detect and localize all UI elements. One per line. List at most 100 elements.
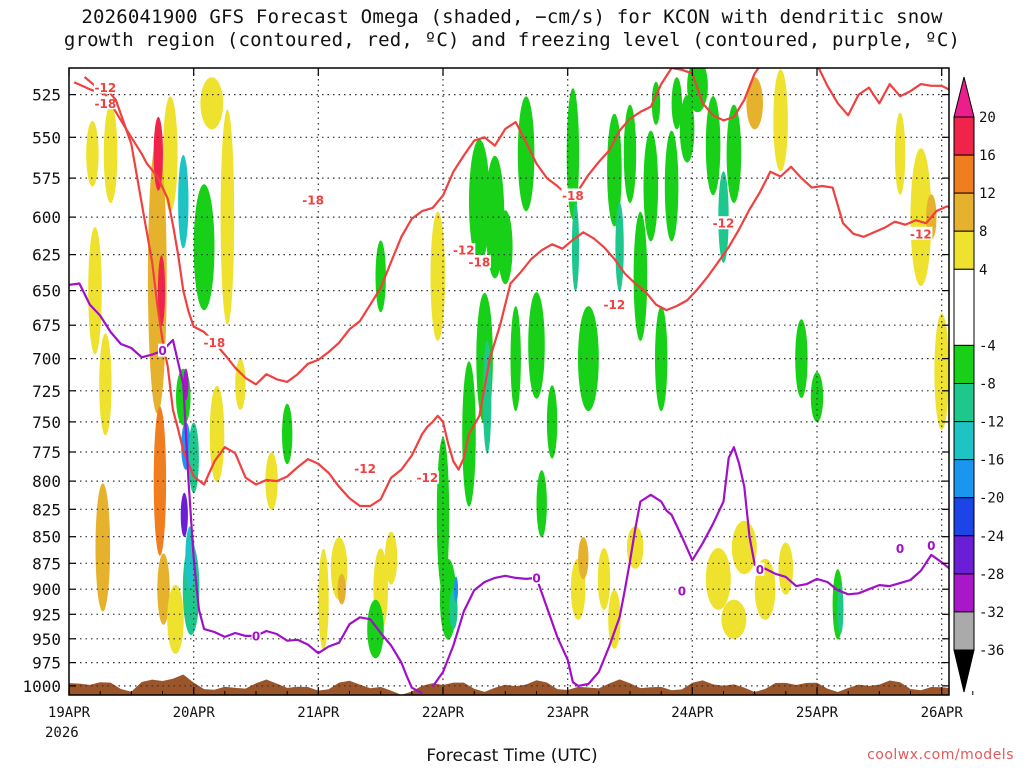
- omega-shading-layer: [86, 68, 1018, 659]
- contour-label-bg: [561, 188, 585, 202]
- colorbar-band: [953, 573, 975, 613]
- colorbar-tick-label: 16: [979, 148, 996, 164]
- omega-shade-region: [615, 202, 624, 292]
- omega-shade-region: [705, 96, 721, 196]
- colorbar-band: [953, 611, 975, 651]
- omega-shade-region: [209, 385, 225, 483]
- omega-shade-region: [188, 422, 199, 494]
- contour-label-bg: [532, 570, 541, 584]
- colorbar-tick-label: -4: [979, 338, 996, 354]
- omega-shade-region: [623, 104, 637, 203]
- omega-shade-region: [810, 372, 824, 423]
- omega-shade-region: [536, 470, 547, 538]
- plot-border: [68, 67, 950, 696]
- y-tick-label: 725: [32, 382, 61, 401]
- omega-shade-region: [235, 358, 246, 410]
- omega-shade-region: [664, 130, 679, 242]
- contour-label-bg: [251, 628, 261, 642]
- ground-terrain: [69, 674, 949, 695]
- colorbar-tick-label: 4: [979, 262, 987, 278]
- contour-label: -12: [417, 471, 439, 485]
- omega-shade-region: [103, 104, 118, 203]
- contour-label: -18: [302, 194, 324, 208]
- contour-label: -12: [713, 217, 735, 231]
- plot-frame: [68, 67, 950, 696]
- contour-line: [83, 76, 949, 508]
- contour-label: -12: [604, 298, 626, 312]
- x-tick-label: 19APR: [48, 705, 91, 721]
- y-tick-label: 750: [32, 413, 61, 432]
- omega-shade-region: [679, 95, 695, 163]
- title-line-1: 2026041900 GFS Forecast Omega (shaded, −…: [81, 6, 943, 28]
- omega-shade-region: [95, 483, 111, 612]
- colorbar-tick-label: -32: [979, 605, 1004, 621]
- y-tick-label: 800: [32, 472, 61, 491]
- contour-label-bg: [467, 254, 491, 268]
- colorbar-top-arrow: [953, 76, 975, 118]
- y-tick-label: 875: [32, 554, 61, 573]
- contour-lines: -18-18-18-18-18-18-12-12-12-12-12-12-120…: [69, 68, 949, 695]
- title-line-2: growth region (contoured, red, ºC) and f…: [63, 29, 961, 51]
- x-tick-label: 21APR: [297, 705, 340, 721]
- omega-shade-region: [498, 210, 513, 285]
- omega-shade-region: [337, 573, 346, 605]
- y-tick-label: 925: [32, 605, 61, 624]
- omega-shade-region: [88, 227, 102, 355]
- y-tick-label: 1000: [22, 677, 61, 696]
- contour-label-bg: [93, 80, 117, 94]
- omega-shade-region: [837, 584, 844, 635]
- omega-shade-region: [430, 211, 446, 341]
- omega-shade-region: [469, 139, 490, 264]
- omega-shade-region: [608, 589, 621, 649]
- colorbar-band: [953, 497, 975, 537]
- contour-label-bg: [301, 193, 325, 207]
- contour-label-bg: [909, 226, 933, 240]
- omega-shade-region: [894, 112, 906, 195]
- omega-shade-region: [167, 584, 184, 654]
- omega-shade-region: [607, 113, 622, 227]
- contour-label-bg: [415, 470, 439, 484]
- contour-label: 0: [896, 542, 904, 556]
- colorbar-tick-label: 8: [979, 224, 987, 240]
- x-tick-label: 20APR: [173, 705, 216, 721]
- colorbar-tick-label: 12: [979, 186, 996, 202]
- omega-shade-region: [193, 184, 215, 311]
- omega-shade-region: [163, 96, 178, 212]
- contour-label-bg: [895, 541, 905, 555]
- omega-shade-region: [200, 77, 224, 130]
- colorbar-tick-label: -28: [979, 567, 1004, 583]
- omega-shade-region: [384, 531, 398, 585]
- omega-shade-region: [578, 306, 599, 412]
- x-tick-sublabel: 2026: [45, 725, 79, 741]
- omega-shade-region: [367, 599, 384, 659]
- omega-shade-region: [746, 77, 763, 130]
- contour-label: 0: [252, 629, 260, 643]
- y-tick-label: 600: [32, 208, 61, 227]
- contour-label: -12: [95, 81, 117, 95]
- contour-label-bg: [158, 343, 167, 357]
- colorbar-band: [953, 268, 975, 346]
- contour-label: 0: [158, 344, 166, 358]
- omega-shade-region: [1001, 234, 1018, 347]
- y-axis-ticks: 525 550 575 600 625 650 675 700 725 750 775 800 825 8…: [22, 86, 949, 696]
- chart-title: 2026041900 GFS Forecast Omega (shaded, −…: [0, 6, 1024, 52]
- x-tick-label: 23APR: [547, 705, 590, 721]
- contour-label-bg: [712, 216, 735, 230]
- x-tick-label: 24APR: [671, 705, 714, 721]
- colorbar: 20 16 12 8 4 -4 -8 -12 -16 -20 -24 -28 -32 -36: [953, 76, 1004, 693]
- contour-label: 0: [927, 539, 935, 553]
- omega-shade-region: [483, 340, 492, 454]
- contour-label: -12: [354, 462, 376, 476]
- contour-line: [69, 282, 423, 695]
- y-tick-label: 975: [32, 654, 61, 673]
- colorbar-tick-label: -36: [979, 643, 1004, 659]
- omega-shade-region: [178, 155, 189, 249]
- colorbar-tick-label: -8: [979, 377, 996, 393]
- x-tick-label: 25APR: [796, 705, 839, 721]
- contour-label-bg: [452, 243, 476, 257]
- y-tick-label: 575: [32, 169, 61, 188]
- credit-link[interactable]: coolwx.com/models: [867, 747, 1014, 763]
- x-tick-label: 26APR: [921, 705, 964, 721]
- omega-shade-region: [671, 77, 682, 130]
- y-tick-label: 675: [32, 316, 61, 335]
